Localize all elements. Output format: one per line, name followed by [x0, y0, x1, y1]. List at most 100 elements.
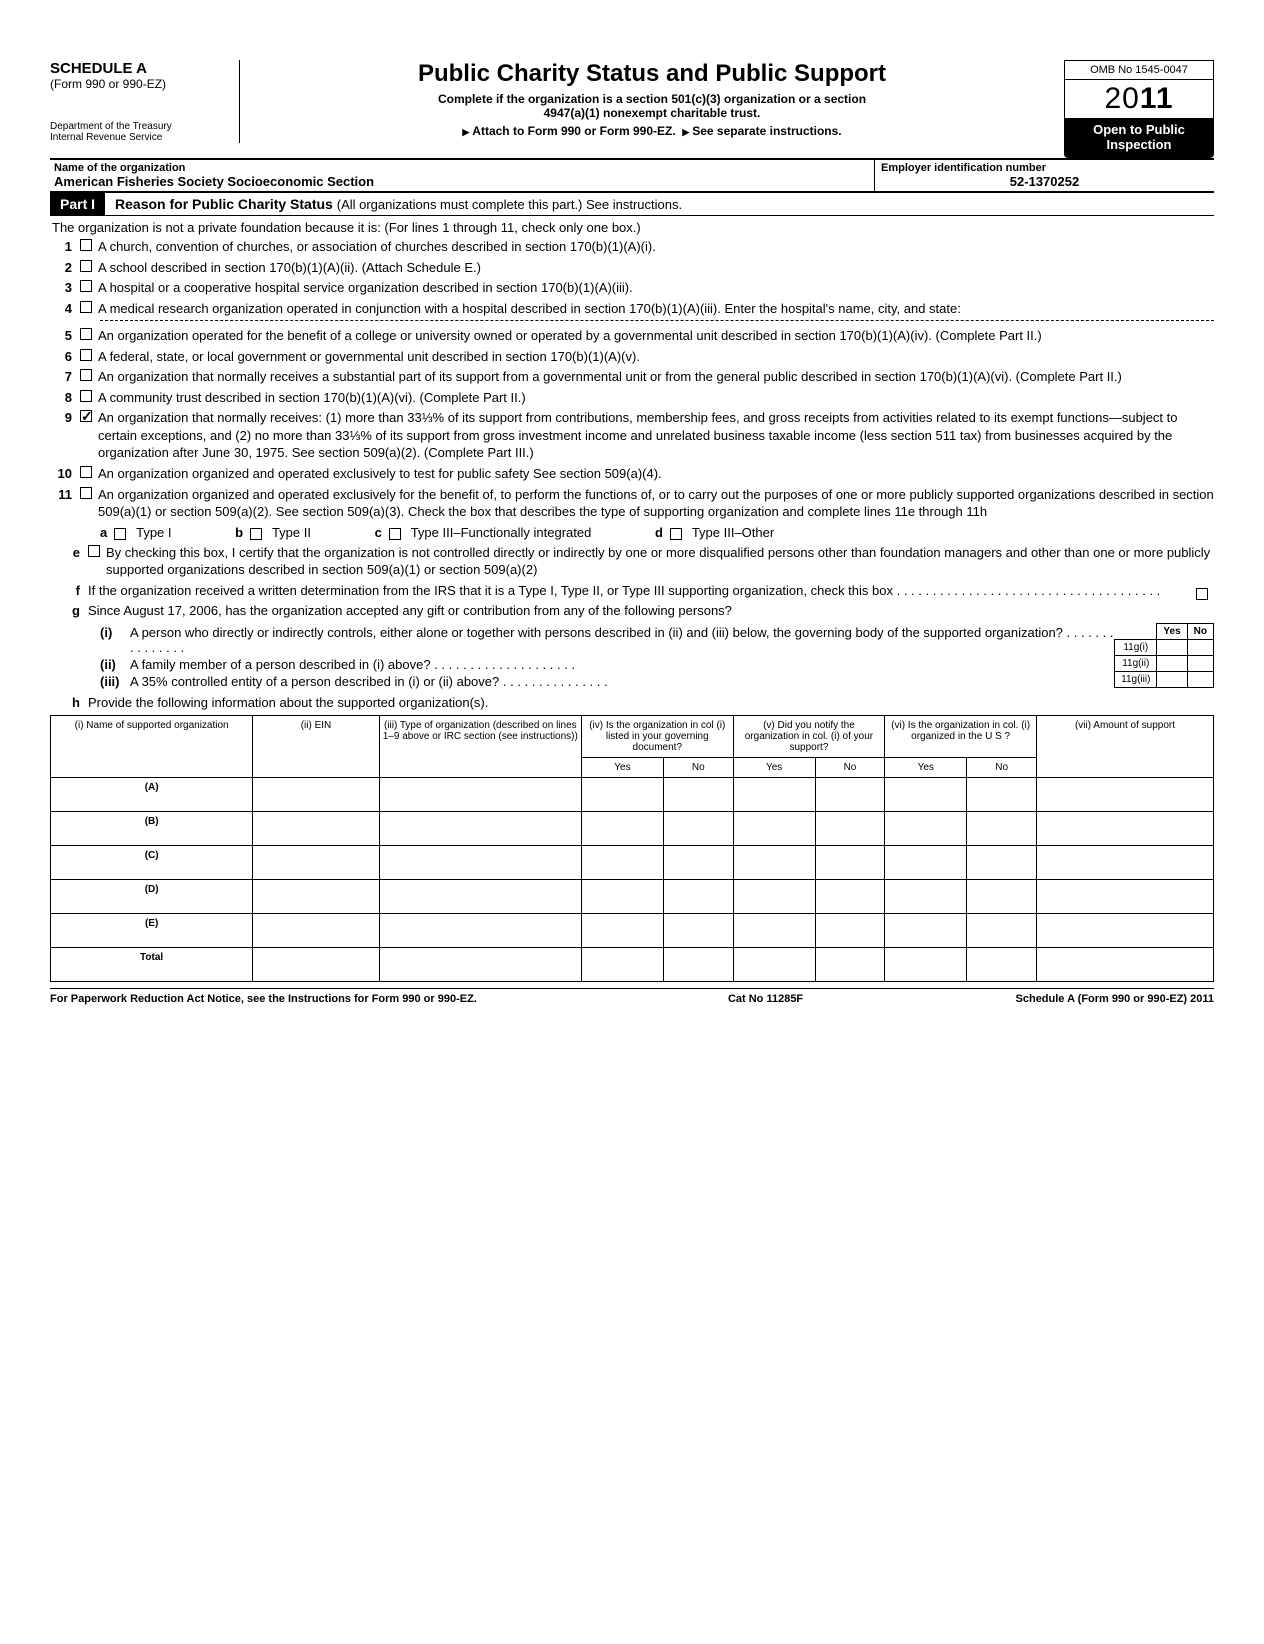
line-11e: eBy checking this box, I certify that th…	[50, 544, 1214, 579]
checkbox-5[interactable]	[80, 328, 92, 340]
checkbox-type-a[interactable]	[114, 528, 126, 540]
cell[interactable]	[733, 812, 815, 846]
cell[interactable]	[967, 948, 1037, 982]
cell[interactable]	[885, 914, 967, 948]
cell[interactable]	[1036, 778, 1213, 812]
cell[interactable]	[663, 846, 733, 880]
cell[interactable]	[733, 880, 815, 914]
cell[interactable]	[815, 880, 885, 914]
cell[interactable]	[967, 846, 1037, 880]
checkbox-type-d[interactable]	[670, 528, 682, 540]
yn-r2-no[interactable]	[1187, 655, 1213, 671]
cell[interactable]	[253, 880, 379, 914]
cell[interactable]	[967, 812, 1037, 846]
cell[interactable]	[967, 914, 1037, 948]
footer-left: For Paperwork Reduction Act Notice, see …	[50, 993, 516, 1005]
cell[interactable]	[253, 778, 379, 812]
checkbox-1[interactable]	[80, 239, 92, 251]
yn-r3-no[interactable]	[1187, 671, 1213, 687]
line-11-text: An organization organized and operated e…	[98, 486, 1214, 521]
st-h7: (vii) Amount of support	[1036, 716, 1213, 778]
cell[interactable]	[733, 948, 815, 982]
cell[interactable]	[663, 812, 733, 846]
cell[interactable]	[253, 846, 379, 880]
cell[interactable]	[885, 812, 967, 846]
cell[interactable]	[253, 812, 379, 846]
checkbox-11[interactable]	[80, 487, 92, 499]
cell[interactable]	[581, 778, 663, 812]
main-title: Public Charity Status and Public Support	[252, 60, 1052, 88]
cell[interactable]	[885, 778, 967, 812]
line-4: 4A medical research organization operate…	[50, 300, 1214, 318]
row-a-label: (A)	[51, 778, 253, 812]
checkbox-3[interactable]	[80, 280, 92, 292]
cell[interactable]	[581, 948, 663, 982]
cell[interactable]	[379, 846, 581, 880]
cell[interactable]	[379, 948, 581, 982]
yn-r3: 11g(iii)	[1115, 671, 1157, 687]
org-name-cell: Name of the organization American Fisher…	[50, 160, 874, 191]
checkbox-2[interactable]	[80, 260, 92, 272]
cell[interactable]	[379, 914, 581, 948]
yn-r1-yes[interactable]	[1157, 639, 1187, 655]
yn-r1-no[interactable]	[1187, 639, 1213, 655]
checkbox-type-c[interactable]	[389, 528, 401, 540]
cell[interactable]	[663, 914, 733, 948]
yn-r2-yes[interactable]	[1157, 655, 1187, 671]
g-ii-row: (ii)A family member of a person describe…	[100, 657, 1114, 672]
checkbox-9[interactable]	[80, 410, 92, 422]
cell[interactable]	[885, 880, 967, 914]
cell[interactable]	[815, 948, 885, 982]
cell[interactable]	[967, 778, 1037, 812]
cell[interactable]	[885, 846, 967, 880]
triangle-icon	[462, 124, 472, 138]
cell[interactable]	[379, 812, 581, 846]
checkbox-6[interactable]	[80, 349, 92, 361]
cell[interactable]	[1036, 948, 1213, 982]
table-row: (A)	[51, 778, 1214, 812]
support-table: (i) Name of supported organization (ii) …	[50, 715, 1214, 982]
cell[interactable]	[733, 914, 815, 948]
cell[interactable]	[379, 880, 581, 914]
cell[interactable]	[1036, 914, 1213, 948]
cell[interactable]	[967, 880, 1037, 914]
line-10-text: An organization organized and operated e…	[98, 465, 1214, 483]
cell[interactable]	[379, 778, 581, 812]
cell[interactable]	[581, 846, 663, 880]
cell[interactable]	[733, 846, 815, 880]
cell[interactable]	[885, 948, 967, 982]
line-7-text: An organization that normally receives a…	[98, 368, 1214, 386]
cell[interactable]	[815, 812, 885, 846]
row-e-label: (E)	[51, 914, 253, 948]
cell[interactable]	[733, 778, 815, 812]
line-11e-text: By checking this box, I certify that the…	[106, 544, 1214, 579]
table-row: (D)	[51, 880, 1214, 914]
cell[interactable]	[1036, 812, 1213, 846]
checkbox-11f[interactable]	[1196, 588, 1208, 600]
cell[interactable]	[253, 914, 379, 948]
cell[interactable]	[581, 914, 663, 948]
line-3: 3A hospital or a cooperative hospital se…	[50, 279, 1214, 297]
cell[interactable]	[581, 880, 663, 914]
cell[interactable]	[663, 778, 733, 812]
checkbox-type-b[interactable]	[250, 528, 262, 540]
checkbox-10[interactable]	[80, 466, 92, 478]
cell[interactable]	[663, 948, 733, 982]
type-b: b Type II	[235, 525, 311, 540]
cell[interactable]	[815, 846, 885, 880]
line-2-text: A school described in section 170(b)(1)(…	[98, 259, 1214, 277]
cell[interactable]	[253, 948, 379, 982]
cell[interactable]	[815, 914, 885, 948]
open-line1: Open to Public	[1066, 122, 1212, 137]
checkbox-8[interactable]	[80, 390, 92, 402]
cell[interactable]	[663, 880, 733, 914]
cell[interactable]	[1036, 880, 1213, 914]
cell[interactable]	[815, 778, 885, 812]
checkbox-11e[interactable]	[88, 545, 100, 557]
form-label: (Form 990 or 990-EZ)	[50, 77, 231, 91]
checkbox-7[interactable]	[80, 369, 92, 381]
cell[interactable]	[1036, 846, 1213, 880]
yn-r3-yes[interactable]	[1157, 671, 1187, 687]
checkbox-4[interactable]	[80, 301, 92, 313]
cell[interactable]	[581, 812, 663, 846]
